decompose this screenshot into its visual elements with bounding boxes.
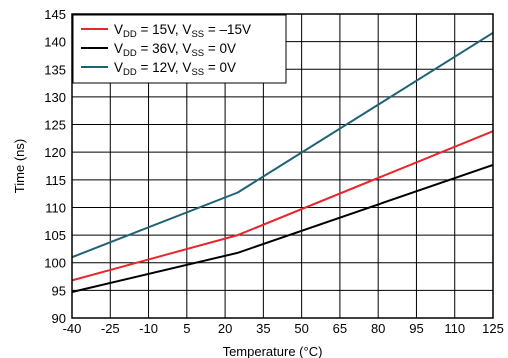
x-axis-title: Temperature (°C) [223, 344, 323, 358]
legend-text-part: = 15V, V [137, 22, 192, 37]
x-tick-label: -25 [101, 321, 120, 336]
x-tick-label: -40 [63, 321, 82, 336]
y-tick-label: 135 [44, 62, 66, 77]
legend-subscript: DD [123, 29, 137, 40]
y-tick-label: 130 [44, 90, 66, 105]
series-line-1 [71, 130, 494, 282]
series-lines [71, 31, 494, 293]
legend-item: VDD = 36V, VSS = 0V [81, 41, 236, 59]
y-tick-label: 115 [45, 173, 66, 188]
y-tick-label: 125 [44, 118, 66, 133]
x-tick-label: 95 [409, 321, 423, 336]
legend-text-part: V [114, 60, 123, 75]
x-tick-label: 20 [218, 321, 232, 336]
y-tick-label: 145 [44, 7, 66, 22]
legend-subscript: SS [191, 67, 204, 78]
x-tick-label: 110 [444, 321, 465, 336]
legend-text-part: = 0V [204, 41, 236, 56]
x-tick-label: 50 [294, 321, 308, 336]
y-tick-label: 140 [44, 35, 66, 50]
y-tick-label: 105 [44, 228, 66, 243]
legend-label: VDD = 15V, VSS = –15V [114, 22, 251, 40]
legend-text-part: V [114, 41, 123, 56]
legend-label: VDD = 36V, VSS = 0V [114, 41, 236, 59]
legend-item: VDD = 15V, VSS = –15V [81, 22, 251, 40]
legend-subscript: SS [191, 48, 204, 59]
y-tick-labels: 90 95 100 105 110 115 120 125 130 135 140 145 [44, 7, 66, 326]
plot-frame [71, 13, 494, 319]
legend-subscript: SS [191, 29, 204, 40]
x-tick-label: -10 [139, 321, 158, 336]
x-tick-label: 80 [371, 321, 385, 336]
legend-text-part: = 36V, V [137, 41, 192, 56]
y-axis-title: Time (ns) [12, 139, 27, 193]
legend-text-part: V [114, 22, 123, 37]
legend-item: VDD = 12V, VSS = 0V [81, 60, 236, 78]
x-tick-label: 125 [482, 321, 504, 336]
legend-text-part: = –15V [204, 22, 251, 37]
y-tick-label: 95 [52, 283, 66, 298]
legend-box [72, 14, 287, 84]
series-line-3 [71, 31, 494, 259]
x-tick-label: 5 [183, 321, 190, 336]
legend-subscript: DD [123, 67, 137, 78]
y-tick-label: 120 [44, 145, 66, 160]
y-tick-label: 110 [45, 200, 66, 215]
y-tick-label: 90 [52, 311, 66, 326]
legend-subscript: DD [123, 48, 137, 59]
y-tick-label: 100 [44, 256, 66, 271]
legend-label: VDD = 12V, VSS = 0V [114, 60, 236, 78]
legend-text-part: = 0V [204, 60, 236, 75]
legend-text-part: = 12V, V [137, 60, 192, 75]
x-tick-label: 35 [256, 321, 270, 336]
x-tick-labels: -40 -25 -10 5 20 35 50 65 80 95 110 125 [63, 321, 504, 336]
series-line-2 [71, 163, 494, 293]
x-tick-label: 65 [333, 321, 347, 336]
